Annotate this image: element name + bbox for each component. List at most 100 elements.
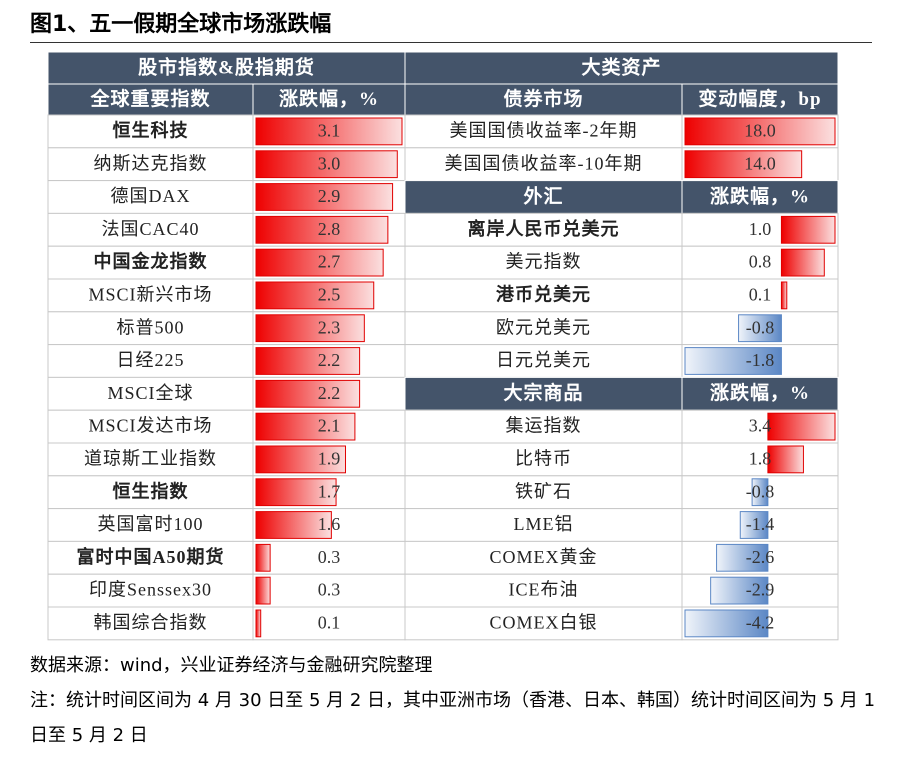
header-cell	[47, 83, 254, 116]
row-cell	[47, 508, 254, 542]
row-cell	[404, 409, 683, 444]
row-cell	[47, 376, 254, 411]
column-header: 全球重要指数	[89, 87, 210, 110]
data-bar	[684, 117, 836, 146]
data-bar	[767, 445, 804, 474]
row-value: 2.9	[318, 186, 341, 206]
title-rule	[30, 42, 872, 43]
row-value: 18.0	[744, 121, 776, 141]
row-label: 德国DAX	[111, 186, 191, 206]
row-value: 1.0	[749, 219, 772, 239]
row-label: MSCI发达市场	[88, 416, 212, 436]
data-bar	[716, 543, 769, 572]
header-cell	[47, 51, 406, 85]
row-value: 2.7	[318, 252, 341, 272]
row-label: 印度Senssex30	[89, 580, 212, 600]
data-bar	[255, 248, 384, 277]
row-value: 0.3	[318, 580, 341, 600]
row-value: 0.8	[749, 252, 772, 272]
source-note: 数据来源：wind，兴业证券经济与金融研究院整理	[30, 655, 433, 676]
data-bar	[255, 379, 361, 408]
row-value: 0.1	[318, 613, 341, 633]
header-cell	[681, 376, 839, 411]
row-cell	[404, 442, 683, 477]
row-value: 1.9	[318, 449, 341, 469]
row-value: 2.3	[318, 317, 341, 337]
row-label: ICE布油	[509, 580, 579, 600]
data-bar	[255, 576, 271, 605]
row-value: 3.1	[318, 121, 341, 141]
data-bar	[684, 150, 803, 179]
row-value: -0.8	[746, 317, 775, 337]
data-bar	[710, 576, 769, 605]
data-bar	[255, 609, 262, 638]
row-label: 法国CAC40	[101, 219, 199, 239]
row-value: 1.8	[749, 449, 772, 469]
row-cell	[404, 311, 683, 346]
row-cell	[681, 442, 839, 477]
data-bar	[255, 281, 375, 310]
row-value: 2.8	[318, 219, 341, 239]
row-label: 比特币	[515, 449, 572, 469]
data-bar	[738, 314, 782, 343]
data-bar	[255, 511, 332, 539]
row-label: 英国富时100	[98, 514, 204, 534]
row-value: -0.8	[746, 481, 775, 501]
time-note: 注：统计时间区间为 4 月 30 日至 5 月 2 日，其中亚洲市场（香港、日本…	[30, 690, 876, 746]
row-label: 铁矿石	[515, 481, 572, 501]
data-bar	[684, 609, 769, 638]
data-bar	[255, 543, 271, 572]
row-value: -2.9	[746, 580, 775, 600]
row-label: 日元兑美元	[496, 350, 591, 370]
header-cell	[252, 83, 406, 116]
data-bar	[255, 445, 346, 474]
section-header: 外汇	[523, 184, 563, 207]
row-value: 0.3	[318, 547, 341, 567]
row-label: 离岸人民币兑美元	[468, 218, 620, 239]
data-bar	[255, 150, 398, 179]
header-cell	[681, 180, 839, 214]
row-label: MSCI新兴市场	[88, 285, 212, 305]
row-cell	[47, 573, 254, 608]
row-label: 日经225	[117, 350, 185, 370]
section-header: 涨跌幅，%	[710, 184, 810, 207]
row-cell	[47, 311, 254, 346]
row-label: 道琼斯工业指数	[84, 449, 217, 469]
data-bar	[255, 412, 356, 441]
row-label: 标普500	[117, 317, 185, 337]
data-bar	[255, 314, 365, 343]
row-label: COMEX黄金	[489, 547, 597, 567]
data-bar	[780, 281, 788, 310]
data-bar	[780, 248, 825, 277]
row-value: -1.8	[746, 350, 775, 370]
row-value: 2.2	[318, 383, 341, 403]
row-label: 美元指数	[506, 252, 582, 272]
data-bar	[780, 215, 836, 244]
data-bar	[255, 215, 389, 244]
row-value: 1.6	[318, 514, 341, 534]
data-bar	[739, 511, 769, 539]
row-cell	[404, 114, 683, 149]
row-value: 3.4	[749, 416, 772, 436]
notes: 数据来源：wind，兴业证券经济与金融研究院整理 注：统计时间区间为 4 月 3…	[30, 648, 880, 753]
section-header: 大宗商品	[503, 381, 583, 404]
header-cell	[404, 180, 683, 214]
header-cell	[404, 376, 683, 411]
data-bar	[255, 183, 394, 211]
section-header: 变动幅度，bp	[698, 87, 821, 110]
row-cell	[47, 278, 254, 313]
row-cell	[47, 606, 254, 641]
row-label: LME铝	[514, 514, 574, 534]
row-label: 集运指数	[506, 416, 582, 436]
data-bar	[255, 478, 337, 507]
data-bar	[255, 117, 403, 146]
row-label: 美国国债收益率-10年期	[445, 153, 643, 173]
row-cell	[47, 212, 254, 247]
header-cell	[681, 83, 839, 116]
row-value: 1.7	[318, 481, 341, 501]
data-bar	[767, 412, 836, 441]
row-value: -4.2	[746, 613, 775, 633]
row-value: 14.0	[744, 153, 776, 173]
